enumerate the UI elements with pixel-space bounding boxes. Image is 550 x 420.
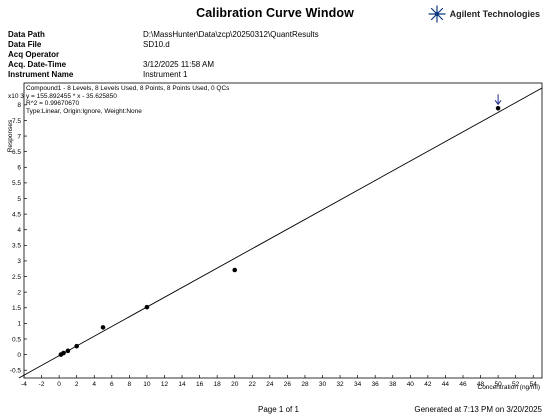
info-row-data-path: Data Path D:\MassHunter\Data\zcp\2025031… (8, 30, 319, 40)
x-tick-label: 44 (442, 381, 450, 388)
brand-logo: Agilent Technologies (428, 4, 540, 24)
calibration-point (495, 105, 501, 111)
y-tick-label: 3 (17, 258, 21, 265)
x-axis-label: Concentration (ng/ml) (478, 384, 541, 391)
x-tick-label: 32 (336, 381, 344, 388)
y-tick-label: 2 (17, 289, 21, 296)
x-tick-label: 10 (143, 381, 151, 388)
info-label: Instrument Name (8, 70, 74, 79)
calibration-point (65, 348, 71, 354)
info-value: 3/12/2025 11:58 AM (143, 60, 215, 69)
x-tick-label: 40 (407, 381, 415, 388)
x-tick-label: 42 (424, 381, 432, 388)
x-tick-label: 36 (372, 381, 380, 388)
x-tick-label: 54 (530, 381, 538, 388)
selected-point-arrowhead (494, 99, 502, 106)
y-tick-label: 5 (17, 196, 21, 203)
info-row-acq-date-time: Acq. Date-Time 3/12/2025 11:58 AM (8, 60, 319, 70)
calibration-point (100, 325, 106, 330)
y-tick-label: 3.5 (12, 243, 21, 250)
plot-frame (23, 82, 543, 379)
y-tick-label: 7 (17, 133, 21, 140)
info-value: D:\MassHunter\Data\zcp\20250312\QuantRes… (143, 30, 319, 39)
x-tick-label: 28 (301, 381, 309, 388)
y-tick-label: 5.5 (12, 180, 21, 187)
chart-header: Compound1 - 8 Levels, 8 Levels Used, 8 P… (26, 85, 230, 92)
y-tick-label: 4 (17, 227, 21, 234)
x-tick-label: 16 (196, 381, 204, 388)
x-tick-label: 8 (128, 381, 132, 388)
calibration-point (74, 343, 79, 349)
y-tick-label: 0 (17, 352, 21, 359)
chart-marks: -0.5 0 0.5 1 1.5 2 2.5 3 3.5 4 4.5 5 5.5 6 6.5 7 7.5 8 -4 -… (10, 87, 543, 388)
calibration-point (61, 350, 66, 356)
calibration-chart: Compound1 - 8 Levels, 8 Levels Used, 8 P… (0, 78, 550, 400)
y-tick-label: 1 (17, 321, 21, 328)
y-multiplier: x10 3 (8, 93, 24, 100)
calibration-point (232, 267, 238, 273)
info-label: Acq Operator (8, 50, 60, 59)
x-tick-label: 6 (110, 381, 114, 388)
fit-type: Type:Linear, Origin:Ignore, Weight:None (26, 108, 142, 115)
x-tick-label: 46 (459, 381, 467, 388)
r-squared: R^2 = 0.99670670 (26, 100, 79, 107)
y-tick-label: 6.5 (12, 149, 21, 156)
x-tick-label: 4 (92, 381, 96, 388)
x-tick-label: -2 (39, 381, 45, 388)
x-tick-label: 18 (214, 381, 222, 388)
x-tick-label: 24 (266, 381, 274, 388)
x-tick-label: 20 (231, 381, 239, 388)
x-tick-label: 30 (319, 381, 327, 388)
info-label: Data File (8, 40, 42, 49)
y-tick-label: 7.5 (12, 118, 21, 125)
y-tick-label: 2.5 (12, 274, 21, 281)
x-tick-label: 0 (57, 381, 61, 388)
info-row-acq-operator: Acq Operator (8, 50, 319, 60)
x-tick-label: 2 (75, 381, 79, 388)
window-title: Calibration Curve Window (196, 6, 354, 20)
x-tick-label: 50 (494, 381, 502, 388)
x-tick-label: 48 (477, 381, 485, 388)
calibration-point (144, 304, 150, 310)
y-tick-label: 4.5 (12, 211, 21, 218)
x-tick-label: 12 (161, 381, 169, 388)
x-tick-label: 38 (389, 381, 397, 388)
y-tick-label: 8 (17, 102, 21, 109)
y-axis-label: Responses (7, 119, 14, 152)
x-tick-label: -4 (21, 381, 27, 388)
info-label: Acq. Date-Time (8, 60, 67, 69)
x-tick-label: 26 (284, 381, 292, 388)
sample-info: Data Path D:\MassHunter\Data\zcp\2025031… (8, 30, 319, 80)
x-tick-label: 14 (178, 381, 186, 388)
x-tick-label: 34 (354, 381, 362, 388)
x-tick-label: 22 (249, 381, 257, 388)
info-label: Data Path (8, 30, 45, 39)
brand-name: Agilent Technologies (449, 9, 540, 19)
y-tick-label: -0.5 (10, 367, 22, 374)
agilent-spark-icon (428, 5, 446, 23)
info-value: Instrument 1 (143, 70, 188, 79)
info-row-instrument-name: Instrument Name Instrument 1 (8, 70, 319, 80)
calibration-fit-line (18, 87, 543, 379)
y-tick-label: 0.5 (12, 336, 21, 343)
fit-equation: y = 155.892455 * x - 35.625850 (26, 93, 117, 100)
x-tick-label: 52 (512, 381, 520, 388)
y-tick-label: 6 (17, 165, 21, 172)
info-row-data-file: Data File SD10.d (8, 40, 319, 50)
calibration-plot: Compound1 - 8 Levels, 8 Levels Used, 8 P… (7, 82, 543, 391)
y-tick-label: 1.5 (12, 305, 21, 312)
page-indicator: Page 1 of 1 (258, 405, 299, 414)
generated-timestamp: Generated at 7:13 PM on 3/20/2025 (414, 405, 542, 414)
info-value: SD10.d (143, 40, 170, 49)
